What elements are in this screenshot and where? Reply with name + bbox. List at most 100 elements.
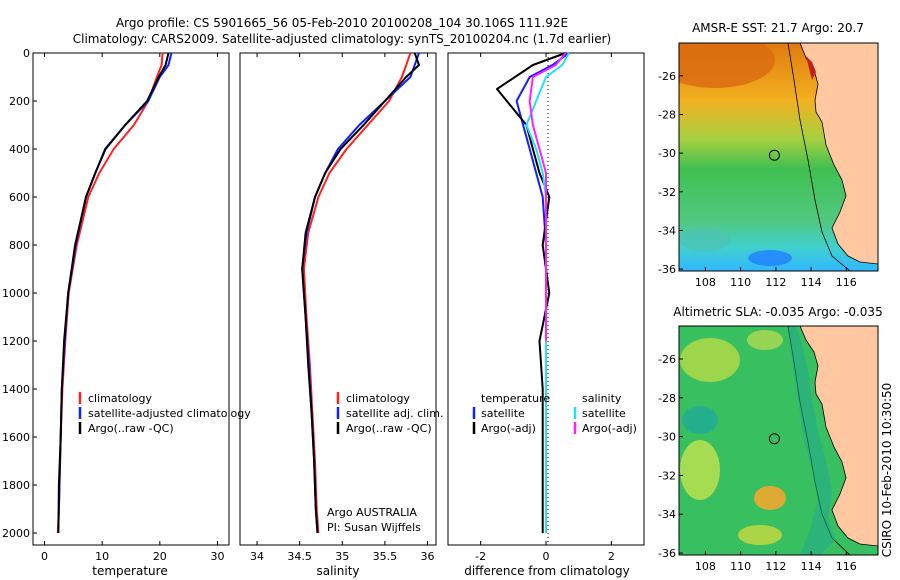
map-xtick-label: 110 — [730, 560, 751, 573]
map-ytick-label: -36 — [658, 263, 676, 276]
depth-ytick-label: 600 — [9, 191, 30, 204]
legend-sal-satellite: satellite — [582, 407, 626, 420]
difference-series-salinity-satellite — [525, 52, 570, 533]
sla-argo-marker — [768, 433, 780, 445]
difference-xtick-label: 0 — [543, 550, 550, 563]
annotation-argo-australia: Argo AUSTRALIA — [327, 506, 417, 519]
temperature-legend: climatology satellite-adjusted climatolo… — [78, 392, 251, 435]
temperature-series-argo-raw-qc- — [57, 52, 170, 534]
map-ytick-label: -32 — [658, 186, 676, 199]
sla-map: Altimetric SLA: -0.035 Argo: -0.035 -26 -… — [658, 305, 883, 573]
depth-ytick-label: 0 — [23, 47, 30, 60]
map-ytick-label: -28 — [658, 392, 676, 405]
header-line1: Argo profile: CS 5901665_56 05-Feb-2010 … — [116, 16, 568, 30]
sst-cold-blob — [748, 250, 792, 266]
temperature-xtick-label: 20 — [153, 550, 167, 563]
salinity-panel: 34 34.5 35 35.5 36 salinity climatology sate… — [239, 52, 443, 578]
sst-teal-blob — [680, 228, 730, 252]
sla-map-title: Altimetric SLA: -0.035 Argo: -0.035 — [673, 305, 882, 319]
salinity-series-argo-raw-qc- — [301, 52, 420, 534]
map-xtick-label: 116 — [836, 276, 857, 289]
temperature-xtick-label: 0 — [41, 550, 48, 563]
sla-blob-2 — [747, 330, 783, 350]
map-xtick-label: 110 — [730, 276, 751, 289]
annotation-pi: PI: Susan Wijffels — [327, 521, 421, 534]
header-line2: Climatology: CARS2009. Satellite-adjuste… — [73, 32, 611, 46]
sla-shelf — [788, 326, 836, 555]
depth-ytick-label: 200 — [9, 95, 30, 108]
difference-legend: temperature satellite Argo(-adj) salinit… — [472, 392, 637, 435]
depth-ytick-label: 1200 — [2, 335, 30, 348]
sst-map-title: AMSR-E SST: 21.7 Argo: 20.7 — [692, 21, 864, 35]
sla-blob-1 — [680, 338, 740, 382]
salinity-series-satellite-adj-clim- — [301, 52, 420, 534]
depth-ytick-label: 800 — [9, 239, 30, 252]
difference-panel: -2 0 2 difference from climatology tempera… — [447, 52, 645, 578]
sst-argo-marker — [768, 149, 780, 161]
salinity-xtick-label: 34.5 — [287, 550, 312, 563]
difference-xlabel: difference from climatology — [464, 564, 630, 578]
temperature-xtick-label: 30 — [210, 550, 224, 563]
map-ytick-label: -36 — [658, 547, 676, 560]
legend-temp-argo: Argo(-adj) — [481, 422, 536, 435]
depth-ytick-label: 1800 — [2, 479, 30, 492]
temperature-xtick-label: 10 — [95, 550, 109, 563]
map-ytick-label: -26 — [658, 353, 676, 366]
legend-argo: Argo(..raw -QC) — [88, 422, 174, 435]
temperature-axes-box — [32, 52, 230, 546]
side-timestamp: CSIRO 10-Feb-2010 10:30:50 — [880, 383, 894, 558]
map-ytick-label: -34 — [658, 224, 676, 237]
difference-series-temperature-satellite — [515, 52, 570, 293]
sst-coast-hot — [806, 56, 816, 80]
temperature-series-climatology — [56, 52, 164, 534]
legend-climatology: climatology — [88, 392, 152, 405]
depth-ytick-label: 2000 — [2, 527, 30, 540]
salinity-xtick-label: 34 — [250, 550, 264, 563]
difference-xtick-label: 2 — [608, 550, 615, 563]
legend-satellite-adjusted: satellite-adjusted climatology — [88, 407, 251, 420]
map-xtick-label: 108 — [695, 276, 716, 289]
difference-xtick-label: -2 — [475, 550, 486, 563]
map-ytick-label: -34 — [658, 508, 676, 521]
map-ytick-label: -30 — [658, 147, 676, 160]
sla-blob-6 — [682, 406, 718, 434]
map-xtick-label: 116 — [836, 560, 857, 573]
sst-warm-blob — [679, 43, 775, 88]
map-xtick-label: 112 — [765, 560, 786, 573]
map-ytick-label: -26 — [658, 70, 676, 83]
salinity-legend: climatology satellite adj. clim. Argo(..… — [336, 392, 443, 435]
salinity-xtick-label: 35.5 — [373, 550, 398, 563]
map-ytick-label: -28 — [658, 108, 676, 121]
difference-series-temperature-argo-adj- — [496, 52, 566, 533]
legend-temp-satellite: satellite — [481, 407, 525, 420]
map-xtick-label: 108 — [695, 560, 716, 573]
legend-climatology: climatology — [346, 392, 410, 405]
salinity-series-climatology — [302, 52, 412, 534]
salinity-xlabel: salinity — [316, 564, 359, 578]
sla-blob-3 — [680, 440, 720, 500]
sst-map-frame — [678, 42, 879, 272]
salinity-xtick-label: 36 — [420, 550, 434, 563]
salinity-axes-box — [239, 52, 437, 546]
depth-ytick-label: 1600 — [2, 431, 30, 444]
map-xtick-label: 114 — [801, 560, 822, 573]
legend-sal-argo: Argo(-adj) — [582, 422, 637, 435]
map-ytick-label: -32 — [658, 469, 676, 482]
legend-temperature: temperature — [481, 392, 550, 405]
sst-land — [799, 43, 878, 265]
depth-ytick-label: 1000 — [2, 287, 30, 300]
salinity-xtick-label: 35 — [335, 550, 349, 563]
legend-satellite-adj: satellite adj. clim. — [346, 407, 443, 420]
map-xtick-label: 112 — [765, 276, 786, 289]
legend-salinity: salinity — [582, 392, 622, 405]
sla-blob-4 — [754, 486, 786, 510]
difference-series-salinity-argo-adj- — [528, 52, 567, 341]
sst-map: AMSR-E SST: 21.7 Argo: 20.7 -26 -28 -30 -32… — [658, 21, 879, 289]
map-ytick-label: -30 — [658, 431, 676, 444]
map-xtick-label: 114 — [801, 276, 822, 289]
temperature-series-satellite-adjusted-climatology — [57, 52, 173, 524]
sla-land — [799, 326, 878, 547]
legend-argo: Argo(..raw -QC) — [346, 422, 432, 435]
temperature-xlabel: temperature — [92, 564, 167, 578]
